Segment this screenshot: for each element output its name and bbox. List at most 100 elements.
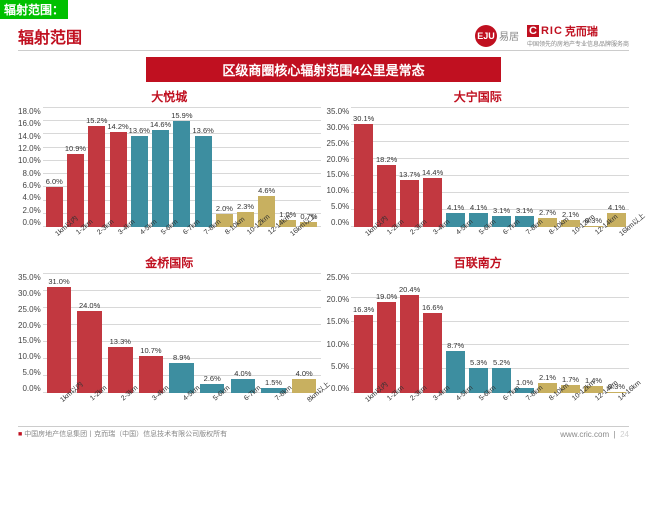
x-tick-label: 8-10km <box>548 231 564 250</box>
bar-value-label: 13.6% <box>129 126 150 135</box>
bar <box>354 315 372 393</box>
bar-column: 13.6% <box>193 126 214 227</box>
x-tick-label: 3-4km <box>117 231 133 250</box>
bar-value-label: 31.0% <box>48 277 69 286</box>
bar-value-label: 19.0% <box>376 292 397 301</box>
x-tick-label: 4-5km <box>455 397 471 416</box>
bar <box>292 379 317 393</box>
bar-value-label: 8.9% <box>173 353 190 362</box>
bar <box>108 347 133 393</box>
y-tick-label: 30.0% <box>327 123 350 132</box>
bar <box>46 187 63 227</box>
x-tick-label: 6-7km <box>182 231 198 250</box>
x-tick-label: 12-14km <box>594 397 610 416</box>
x-tick-label: 7-8km <box>525 397 541 416</box>
y-tick-label: 0.0% <box>22 218 40 227</box>
bar-column: 14.4% <box>421 168 444 227</box>
chart-panel: 大悦城18.0%16.0%14.0%12.0%10.0%8.0%6.0%4.0%… <box>18 88 321 252</box>
bar <box>400 295 418 393</box>
chart-panel: 百联南方25.0%20.0%15.0%10.0%5.0%0.0%16.3%19.… <box>327 254 630 418</box>
chart-title: 大宁国际 <box>327 88 630 105</box>
y-tick-label: 10.0% <box>18 352 41 361</box>
x-tick-label: 1km以内 <box>363 231 379 250</box>
footer-right: www.cric.com | 24 <box>560 430 629 439</box>
chart-plot: 35.0%30.0%25.0%20.0%15.0%10.0%5.0%0.0%31… <box>18 273 321 418</box>
footer: ■ 中国房地产信息集团丨克而瑞（中国）信息技术有限公司版权所有 www.cric… <box>18 426 629 439</box>
eju-text: 易居 <box>499 28 519 43</box>
banner-title: 区级商圈核心辐射范围4公里是常态 <box>146 57 500 82</box>
bar-value-label: 16.3% <box>353 305 374 314</box>
bar-value-label: 13.7% <box>399 170 420 179</box>
x-tick-label: 1-2km <box>386 397 402 416</box>
bar-value-label: 6.0% <box>46 177 63 186</box>
y-axis: 35.0%30.0%25.0%20.0%15.0%10.0%5.0%0.0% <box>18 273 43 393</box>
x-tick-label: 7-8km <box>525 231 541 250</box>
bar-column: 19.0% <box>375 292 398 393</box>
bar-value-label: 1.5% <box>265 378 282 387</box>
bar-column: 10.9% <box>65 144 86 227</box>
bar-column: 16.3% <box>352 305 375 393</box>
x-axis: 1km以内1-2km2-3km3-4km4-5km5-6km6-7km7-8km… <box>351 227 629 252</box>
y-tick-label: 0.0% <box>22 384 40 393</box>
bars-container: 16.3%19.0%20.4%16.6%8.7%5.3%5.2%1.0%2.1%… <box>351 273 629 393</box>
y-tick-label: 25.0% <box>327 273 350 282</box>
chart-title: 大悦城 <box>18 88 321 105</box>
y-tick-label: 15.0% <box>327 170 350 179</box>
cric-c-box: C <box>527 25 539 37</box>
bullet-icon: ■ <box>18 431 22 438</box>
y-tick-label: 5.0% <box>331 362 349 371</box>
y-tick-label: 35.0% <box>327 107 350 116</box>
y-tick-label: 5.0% <box>22 368 40 377</box>
eju-logo: EJU 易居 <box>475 25 519 47</box>
y-tick-label: 20.0% <box>327 155 350 164</box>
x-tick-label: 8km以上 <box>305 397 321 416</box>
chart-grid: 大悦城18.0%16.0%14.0%12.0%10.0%8.0%6.0%4.0%… <box>18 88 629 418</box>
plot-area: 16.3%19.0%20.4%16.6%8.7%5.3%5.2%1.0%2.1%… <box>351 273 629 418</box>
bar-column: 10.7% <box>136 346 167 393</box>
x-tick-label: 4-5km <box>455 231 471 250</box>
x-tick-label: 1-2km <box>75 231 91 250</box>
x-tick-label: 6-7km <box>243 397 259 416</box>
bar-value-label: 15.2% <box>86 116 107 125</box>
bar <box>195 136 212 227</box>
bar-column: 18.2% <box>375 155 398 227</box>
bars-container: 6.0%10.9%15.2%14.2%13.6%14.6%15.9%13.6%2… <box>43 107 321 227</box>
bar-value-label: 4.0% <box>234 369 251 378</box>
chart-panel: 大宁国际35.0%30.0%25.0%20.0%15.0%10.0%5.0%0.… <box>327 88 630 252</box>
bar-column: 15.9% <box>171 111 192 227</box>
y-axis: 25.0%20.0%15.0%10.0%5.0%0.0% <box>327 273 352 393</box>
y-tick-label: 20.0% <box>18 321 41 330</box>
x-tick-label: 1km以内 <box>53 231 69 250</box>
bar <box>377 302 395 393</box>
bar-value-label: 4.1% <box>470 203 487 212</box>
bar <box>131 136 148 227</box>
x-tick-label: 3-4km <box>432 231 448 250</box>
y-tick-label: 6.0% <box>22 181 40 190</box>
y-tick-label: 15.0% <box>18 336 41 345</box>
y-tick-label: 0.0% <box>331 384 349 393</box>
y-tick-label: 35.0% <box>18 273 41 282</box>
page-number: 24 <box>620 430 629 439</box>
x-tick-label: 12-14km <box>594 231 610 250</box>
bar <box>423 178 441 227</box>
bar-value-label: 10.7% <box>140 346 161 355</box>
y-tick-label: 25.0% <box>18 305 41 314</box>
y-tick-label: 14.0% <box>18 132 41 141</box>
eju-circle-icon: EJU <box>475 25 497 47</box>
bar-value-label: 15.9% <box>171 111 192 120</box>
bar-column: 14.2% <box>107 122 128 227</box>
plot-area: 30.1%18.2%13.7%14.4%4.1%4.1%3.1%3.1%2.7%… <box>351 107 629 252</box>
cric-text: RIC <box>541 25 563 37</box>
bar-column: 13.3% <box>105 337 136 393</box>
bar-value-label: 5.3% <box>470 358 487 367</box>
x-tick-label: 6-7km <box>502 231 518 250</box>
bar-value-label: 18.2% <box>376 155 397 164</box>
bar-value-label: 4.6% <box>258 186 275 195</box>
bar-value-label: 2.3% <box>237 202 254 211</box>
bar <box>423 313 441 393</box>
y-tick-label: 18.0% <box>18 107 41 116</box>
highlight-tag: 辐射范围： <box>0 0 68 19</box>
x-tick-label: 5-6km <box>160 231 176 250</box>
x-axis: 1km以内1-2km2-3km3-4km4-5km5-6km6-7km7-8km… <box>351 393 629 418</box>
bar <box>110 132 127 227</box>
